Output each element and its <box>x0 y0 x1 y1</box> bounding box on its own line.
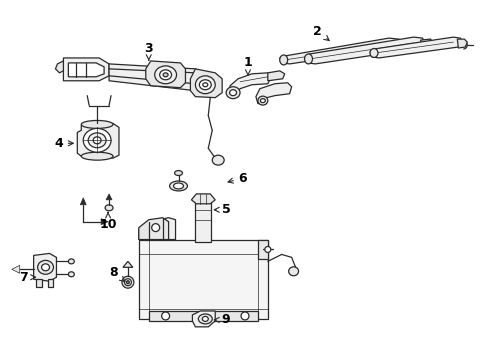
Text: 10: 10 <box>99 212 117 231</box>
Ellipse shape <box>241 312 248 320</box>
Text: 6: 6 <box>227 171 247 185</box>
Polygon shape <box>68 63 104 77</box>
Text: 7: 7 <box>20 271 36 284</box>
Ellipse shape <box>83 129 111 152</box>
Ellipse shape <box>260 99 265 103</box>
Polygon shape <box>228 73 271 96</box>
Text: 3: 3 <box>144 41 153 60</box>
Ellipse shape <box>68 259 74 264</box>
Text: 9: 9 <box>214 314 230 327</box>
Polygon shape <box>191 194 215 204</box>
Polygon shape <box>106 194 112 200</box>
Ellipse shape <box>173 183 183 189</box>
Polygon shape <box>257 239 267 260</box>
Ellipse shape <box>304 54 312 64</box>
Polygon shape <box>369 37 461 58</box>
Ellipse shape <box>81 152 113 160</box>
Ellipse shape <box>88 133 106 148</box>
Ellipse shape <box>203 83 207 87</box>
Ellipse shape <box>225 87 240 99</box>
Ellipse shape <box>169 181 187 191</box>
Ellipse shape <box>81 121 113 129</box>
Polygon shape <box>109 64 210 91</box>
Polygon shape <box>139 218 168 239</box>
Ellipse shape <box>174 171 182 176</box>
Ellipse shape <box>151 224 160 231</box>
Polygon shape <box>305 37 424 64</box>
Polygon shape <box>145 61 185 88</box>
Text: 8: 8 <box>109 266 124 282</box>
Polygon shape <box>255 83 291 104</box>
Ellipse shape <box>38 260 53 274</box>
Polygon shape <box>55 61 63 73</box>
Ellipse shape <box>41 264 49 271</box>
Polygon shape <box>80 198 86 205</box>
Polygon shape <box>139 218 175 239</box>
Ellipse shape <box>122 276 134 288</box>
Ellipse shape <box>195 76 215 94</box>
Bar <box>148 311 257 321</box>
Ellipse shape <box>124 279 131 286</box>
Ellipse shape <box>257 96 267 105</box>
Ellipse shape <box>163 73 168 77</box>
Polygon shape <box>12 265 20 273</box>
Ellipse shape <box>212 155 224 165</box>
Polygon shape <box>192 311 215 327</box>
Polygon shape <box>396 40 410 49</box>
Ellipse shape <box>199 80 211 90</box>
Ellipse shape <box>160 70 171 80</box>
Ellipse shape <box>162 312 169 320</box>
Polygon shape <box>279 38 400 64</box>
Ellipse shape <box>154 66 176 84</box>
Polygon shape <box>190 69 222 98</box>
Polygon shape <box>63 58 109 81</box>
Text: 2: 2 <box>312 24 328 41</box>
Polygon shape <box>34 253 56 281</box>
Ellipse shape <box>68 272 74 277</box>
Polygon shape <box>47 279 53 287</box>
Polygon shape <box>267 71 284 81</box>
Bar <box>195 200 211 242</box>
Ellipse shape <box>369 49 377 58</box>
Polygon shape <box>36 279 41 287</box>
Polygon shape <box>122 261 133 267</box>
Polygon shape <box>101 219 108 225</box>
Text: 1: 1 <box>243 57 252 75</box>
Bar <box>139 239 267 319</box>
Ellipse shape <box>288 267 298 276</box>
Ellipse shape <box>93 137 101 144</box>
Text: 4: 4 <box>54 137 73 150</box>
Ellipse shape <box>198 314 212 324</box>
Polygon shape <box>420 39 433 49</box>
Polygon shape <box>456 39 467 48</box>
Ellipse shape <box>279 55 287 65</box>
Ellipse shape <box>202 316 208 321</box>
Ellipse shape <box>105 205 113 211</box>
Text: 5: 5 <box>214 203 230 216</box>
Ellipse shape <box>126 281 129 284</box>
Ellipse shape <box>229 90 236 96</box>
Ellipse shape <box>264 247 270 252</box>
Polygon shape <box>77 123 119 158</box>
